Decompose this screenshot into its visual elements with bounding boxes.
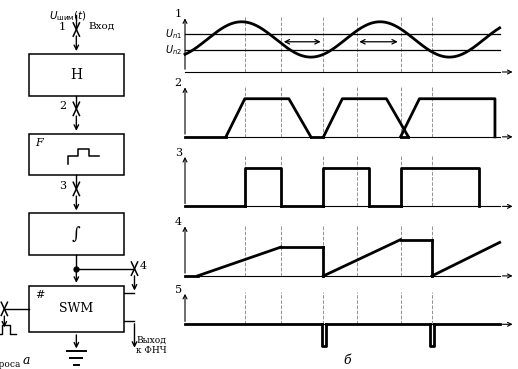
Text: $U_{n1}$: $U_{n1}$ — [165, 27, 182, 41]
Text: 3: 3 — [59, 181, 66, 191]
Text: ∫: ∫ — [72, 226, 81, 243]
Text: 2: 2 — [175, 78, 182, 89]
Text: 3: 3 — [175, 148, 182, 158]
Text: 1: 1 — [175, 9, 182, 19]
Text: 2: 2 — [59, 101, 66, 111]
Text: а: а — [22, 354, 30, 367]
Text: SWM: SWM — [59, 302, 93, 315]
Text: 5: 5 — [175, 285, 182, 295]
Text: H: H — [70, 68, 82, 82]
Text: 1: 1 — [59, 21, 66, 32]
Bar — [28, 54, 124, 96]
Text: 4: 4 — [140, 261, 147, 272]
Text: $U_{\mathsf{шим}}(t)$: $U_{\mathsf{шим}}(t)$ — [49, 9, 87, 23]
Text: Выход
к ФНЧ: Выход к ФНЧ — [136, 335, 167, 355]
Text: Вход: Вход — [89, 22, 114, 31]
Text: сброса: сброса — [0, 360, 21, 369]
Text: 4: 4 — [175, 217, 182, 227]
Bar — [28, 286, 124, 332]
Text: б: б — [343, 354, 351, 367]
Bar — [28, 213, 124, 255]
Bar — [28, 134, 124, 175]
Text: $U_{n2}$: $U_{n2}$ — [165, 43, 182, 56]
Text: #: # — [36, 290, 45, 300]
Text: F: F — [36, 138, 44, 148]
